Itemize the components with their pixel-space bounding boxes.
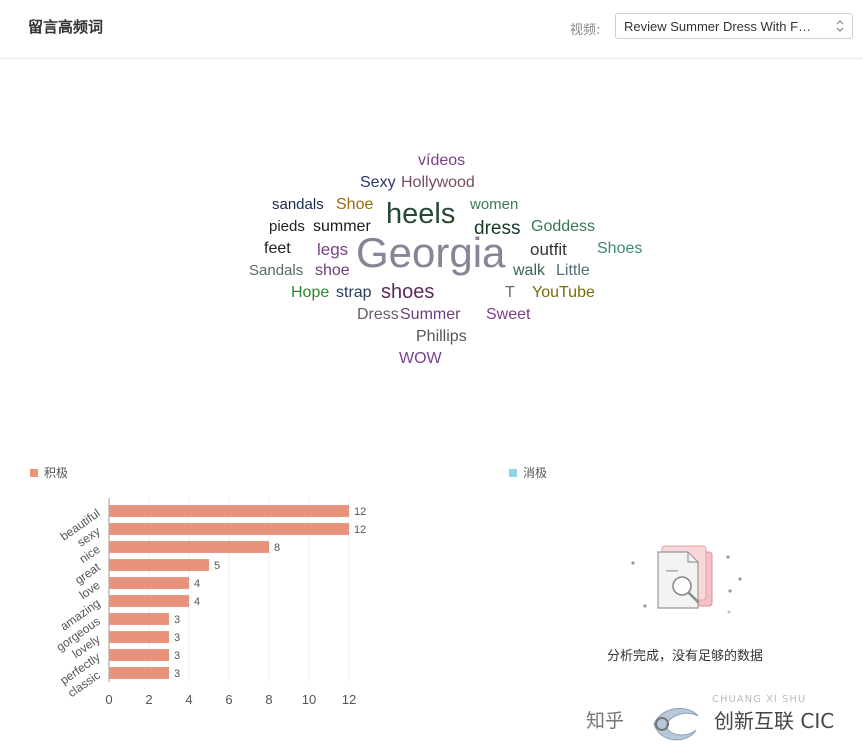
x-tick-label: 12: [342, 692, 356, 707]
word-cloud-word: YouTube: [532, 284, 595, 301]
word-cloud-word: pieds: [269, 218, 305, 235]
select-arrows-icon: [836, 20, 844, 32]
page-title: 留言高频词: [28, 18, 104, 36]
video-select-label: 视频:: [570, 23, 601, 38]
legend-negative[interactable]: 消极: [509, 464, 547, 481]
word-cloud-word: Phillips: [416, 328, 467, 345]
word-cloud-word: strap: [336, 284, 372, 301]
bar: [109, 577, 189, 589]
word-cloud-word: Shoe: [336, 196, 374, 213]
bar-value-label: 3: [174, 632, 180, 644]
bar-value-label: 5: [214, 560, 220, 572]
word-cloud-word: Little: [556, 262, 590, 279]
bar: [109, 631, 169, 643]
word-cloud-word: outfit: [530, 240, 567, 259]
bar-value-label: 12: [354, 506, 366, 518]
x-tick-label: 8: [265, 692, 272, 707]
legend-positive[interactable]: 积极: [30, 464, 68, 481]
x-tick-label: 10: [302, 692, 316, 707]
bar-value-label: 4: [194, 578, 200, 590]
x-tick-label: 0: [105, 692, 112, 707]
word-cloud-word: Dress: [357, 306, 399, 323]
brand-logo-icon: [653, 708, 699, 741]
word-cloud-word: Hope: [291, 284, 330, 301]
word-cloud-word: legs: [317, 240, 349, 259]
bar: [109, 649, 169, 661]
word-cloud-word: Georgia: [356, 229, 506, 276]
x-tick-label: 4: [185, 692, 192, 707]
word-cloud-word: heels: [386, 198, 456, 230]
legend-positive-swatch: [30, 469, 38, 477]
bar-value-label: 3: [174, 668, 180, 680]
word-cloud: vídeos Sexy Hollywood sandals Shoe heels women…: [0, 60, 863, 440]
legend-negative-swatch: [509, 469, 517, 477]
brand-watermark: 创新互联 CIC: [714, 709, 835, 733]
word-cloud-word: walk: [513, 262, 546, 279]
empty-data-illustration: [631, 545, 742, 614]
word-cloud-word: summer: [313, 218, 371, 235]
empty-data-message: 分析完成，没有足够的数据: [606, 649, 763, 664]
brand-watermark-latin: CHUANG XI SHU: [712, 694, 807, 705]
legend-negative-label: 消极: [523, 466, 548, 480]
legend-positive-label: 积极: [44, 466, 69, 480]
bar-value-label: 4: [194, 596, 200, 608]
header-bar: 留言高频词 视频: Review Summer Dress With F…: [0, 0, 863, 59]
bar: [109, 559, 209, 571]
word-cloud-word: women: [470, 196, 519, 213]
word-cloud-word: Sandals: [249, 262, 304, 279]
word-cloud-word: shoe: [315, 262, 350, 279]
bar-value-label: 8: [274, 542, 280, 554]
word-cloud-word: shoes: [381, 281, 435, 303]
word-cloud-word: sandals: [272, 196, 324, 213]
word-cloud-word: Sexy: [360, 174, 396, 191]
word-cloud-word: dress: [474, 218, 521, 239]
bar: [109, 595, 189, 607]
bar: [109, 523, 349, 535]
video-select[interactable]: Review Summer Dress With F…: [615, 13, 853, 39]
x-tick-label: 2: [145, 692, 152, 707]
video-select-value: Review Summer Dress With F…: [624, 19, 812, 34]
word-cloud-word: Summer: [400, 306, 461, 323]
bar-value-label: 3: [174, 614, 180, 626]
bar-value-label: 12: [354, 524, 366, 536]
zhihu-watermark: 知乎: [586, 710, 625, 732]
word-cloud-word: Shoes: [597, 240, 643, 257]
word-cloud-word: feet: [264, 240, 291, 257]
word-cloud-word: Hollywood: [401, 174, 475, 191]
word-cloud-word: T: [505, 284, 515, 301]
bar-value-label: 3: [174, 650, 180, 662]
bar: [109, 667, 169, 679]
bar: [109, 505, 349, 517]
word-cloud-word: vídeos: [418, 152, 466, 169]
word-cloud-word: WOW: [399, 350, 442, 367]
word-cloud-word: Goddess: [531, 218, 596, 235]
bar: [109, 541, 269, 553]
word-cloud-word: Sweet: [486, 306, 531, 323]
x-tick-label: 6: [225, 692, 232, 707]
bar: [109, 613, 169, 625]
